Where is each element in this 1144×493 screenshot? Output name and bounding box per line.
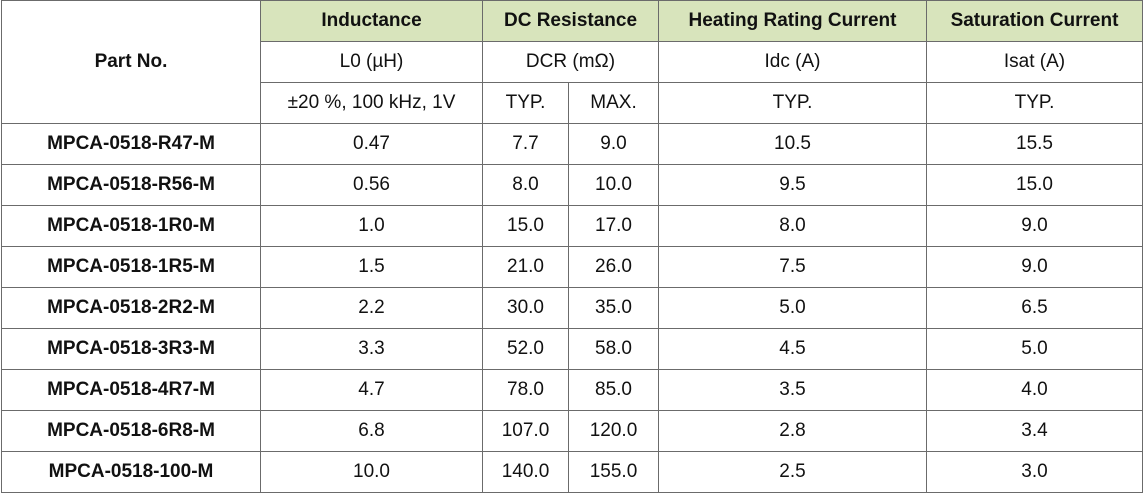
part-number-cell: MPCA-0518-4R7-M — [1, 369, 261, 411]
isat-cell: 9.0 — [926, 246, 1143, 288]
dcr-max-cell: 17.0 — [568, 205, 659, 247]
dcr-typ-cell: 8.0 — [482, 164, 569, 206]
idc-cell: 5.0 — [658, 287, 927, 329]
inductance-cell: 6.8 — [260, 410, 483, 452]
dcr-typ-cell: 107.0 — [482, 410, 569, 452]
inductance-cell: 4.7 — [260, 369, 483, 411]
table-row: MPCA-0518-100-M 10.0 140.0 155.0 2.5 3.0 — [1, 451, 1143, 493]
table-row: MPCA-0518-3R3-M 3.3 52.0 58.0 4.5 5.0 — [1, 328, 1143, 370]
dcr-max-cell: 35.0 — [568, 287, 659, 329]
isat-cell: 15.5 — [926, 123, 1143, 165]
part-number-cell: MPCA-0518-R56-M — [1, 164, 261, 206]
part-number-cell: MPCA-0518-6R8-M — [1, 410, 261, 452]
dcr-max-cell: 85.0 — [568, 369, 659, 411]
idc-cell: 4.5 — [658, 328, 927, 370]
inductance-symbol: L0 (µH) — [260, 41, 483, 83]
dcr-typ-cell: 140.0 — [482, 451, 569, 493]
table-row: MPCA-0518-1R5-M 1.5 21.0 26.0 7.5 9.0 — [1, 246, 1143, 288]
inductance-cell: 2.2 — [260, 287, 483, 329]
isat-cell: 6.5 — [926, 287, 1143, 329]
idc-cell: 9.5 — [658, 164, 927, 206]
table-row: MPCA-0518-1R0-M 1.0 15.0 17.0 8.0 9.0 — [1, 205, 1143, 247]
dcr-typ-label: TYP. — [482, 82, 569, 124]
isat-cell: 3.4 — [926, 410, 1143, 452]
table-row: MPCA-0518-R56-M 0.56 8.0 10.0 9.5 15.0 — [1, 164, 1143, 206]
idc-cell: 2.5 — [658, 451, 927, 493]
saturation-current-header: Saturation Current — [926, 0, 1143, 42]
part-no-header: Part No. — [1, 0, 261, 124]
inductance-cell: 3.3 — [260, 328, 483, 370]
dcr-typ-cell: 30.0 — [482, 287, 569, 329]
isat-cell: 5.0 — [926, 328, 1143, 370]
idc-typ-label: TYP. — [658, 82, 927, 124]
dcr-max-label: MAX. — [568, 82, 659, 124]
idc-cell: 7.5 — [658, 246, 927, 288]
inductance-cell: 1.0 — [260, 205, 483, 247]
inductance-cell: 1.5 — [260, 246, 483, 288]
dc-resistance-header: DC Resistance — [482, 0, 659, 42]
inductance-condition: ±20 %, 100 kHz, 1V — [260, 82, 483, 124]
dcr-max-cell: 120.0 — [568, 410, 659, 452]
isat-cell: 9.0 — [926, 205, 1143, 247]
idc-symbol: Idc (A) — [658, 41, 927, 83]
idc-cell: 8.0 — [658, 205, 927, 247]
dcr-max-cell: 9.0 — [568, 123, 659, 165]
table-row: MPCA-0518-R47-M 0.47 7.7 9.0 10.5 15.5 — [1, 123, 1143, 165]
idc-cell: 2.8 — [658, 410, 927, 452]
isat-typ-label: TYP. — [926, 82, 1143, 124]
isat-cell: 4.0 — [926, 369, 1143, 411]
heating-current-header: Heating Rating Current — [658, 0, 927, 42]
dcr-max-cell: 10.0 — [568, 164, 659, 206]
inductance-header: Inductance — [260, 0, 483, 42]
idc-cell: 10.5 — [658, 123, 927, 165]
table-row: MPCA-0518-6R8-M 6.8 107.0 120.0 2.8 3.4 — [1, 410, 1143, 452]
header-row-symbols: L0 (µH) DCR (mΩ) Idc (A) Isat (A) — [2, 41, 1143, 83]
table-row: MPCA-0518-2R2-M 2.2 30.0 35.0 5.0 6.5 — [1, 287, 1143, 329]
dcr-typ-cell: 21.0 — [482, 246, 569, 288]
isat-cell: 3.0 — [926, 451, 1143, 493]
inductance-cell: 10.0 — [260, 451, 483, 493]
inductance-cell: 0.47 — [260, 123, 483, 165]
dcr-symbol: DCR (mΩ) — [482, 41, 659, 83]
dcr-max-cell: 155.0 — [568, 451, 659, 493]
part-number-cell: MPCA-0518-R47-M — [1, 123, 261, 165]
idc-cell: 3.5 — [658, 369, 927, 411]
dcr-max-cell: 58.0 — [568, 328, 659, 370]
isat-symbol: Isat (A) — [926, 41, 1143, 83]
part-number-cell: MPCA-0518-1R5-M — [1, 246, 261, 288]
part-number-cell: MPCA-0518-100-M — [1, 451, 261, 493]
dcr-max-cell: 26.0 — [568, 246, 659, 288]
table-row: MPCA-0518-4R7-M 4.7 78.0 85.0 3.5 4.0 — [1, 369, 1143, 411]
inductance-cell: 0.56 — [260, 164, 483, 206]
dcr-typ-cell: 15.0 — [482, 205, 569, 247]
header-row-groups: Part No. Inductance DC Resistance Heatin… — [1, 0, 1143, 124]
part-number-cell: MPCA-0518-2R2-M — [1, 287, 261, 329]
header-row-conditions: ±20 %, 100 kHz, 1V TYP. MAX. TYP. TYP. — [2, 82, 1143, 124]
dcr-typ-cell: 7.7 — [482, 123, 569, 165]
dcr-typ-cell: 52.0 — [482, 328, 569, 370]
part-number-cell: MPCA-0518-1R0-M — [1, 205, 261, 247]
dcr-typ-cell: 78.0 — [482, 369, 569, 411]
part-number-cell: MPCA-0518-3R3-M — [1, 328, 261, 370]
isat-cell: 15.0 — [926, 164, 1143, 206]
